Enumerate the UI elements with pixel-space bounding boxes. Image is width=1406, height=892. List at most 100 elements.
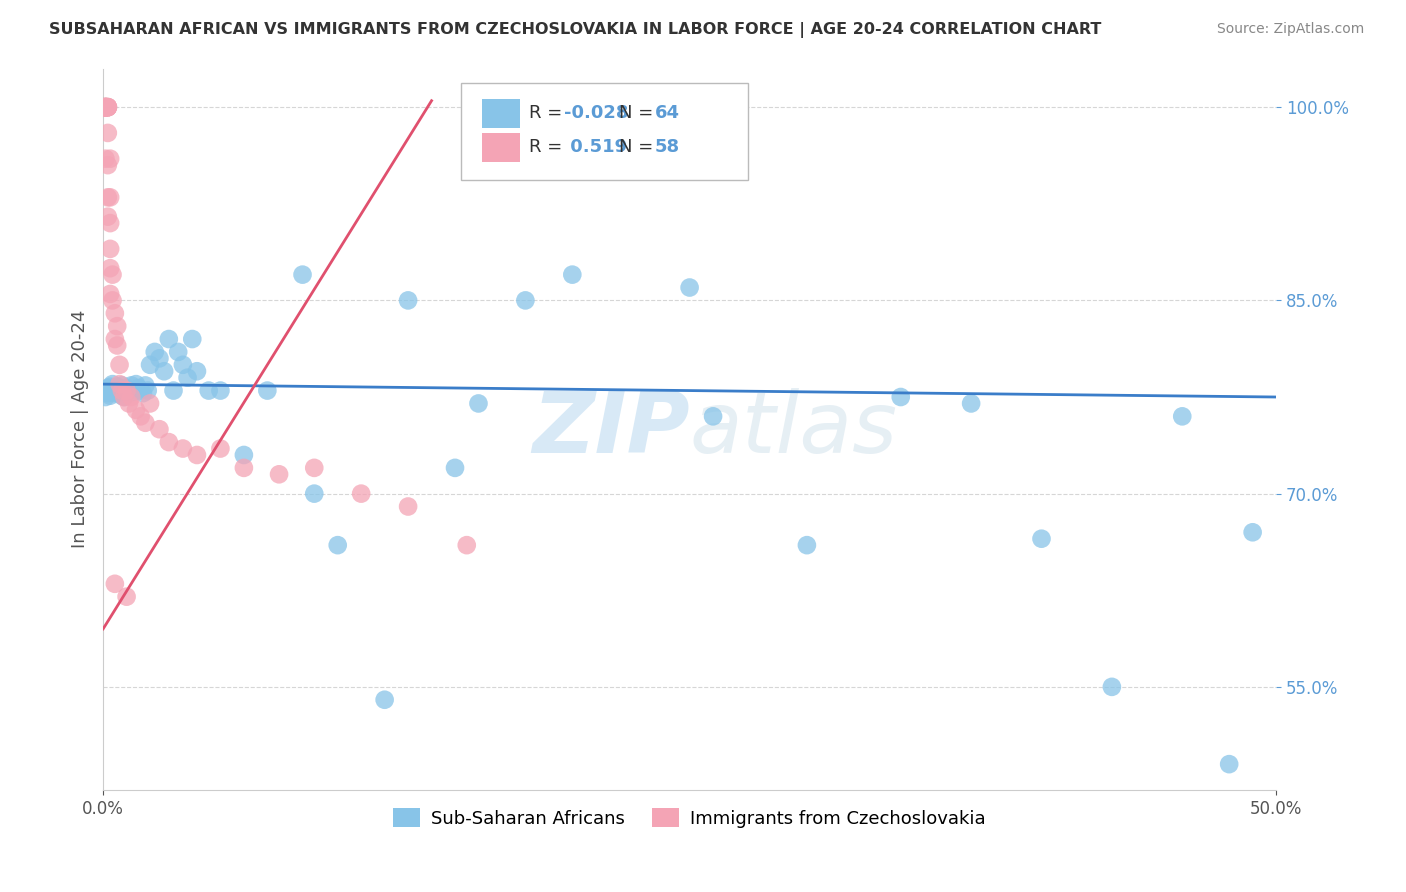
- Point: [162, 384, 184, 398]
- Point: [1241, 525, 1264, 540]
- Text: 58: 58: [654, 138, 679, 156]
- Point: [101, 377, 124, 392]
- Point: [350, 486, 373, 500]
- Point: [94, 390, 117, 404]
- Point: [456, 538, 478, 552]
- Point: [108, 358, 131, 372]
- Point: [112, 384, 135, 398]
- Point: [94, 100, 117, 114]
- Text: -0.028: -0.028: [564, 104, 628, 122]
- Point: [125, 377, 148, 392]
- Point: [94, 100, 117, 114]
- Point: [115, 381, 138, 395]
- Point: [136, 384, 159, 398]
- Text: R =: R =: [529, 138, 568, 156]
- Point: [120, 378, 142, 392]
- Point: [94, 100, 117, 114]
- Point: [148, 422, 170, 436]
- Point: [98, 216, 121, 230]
- Point: [115, 384, 138, 398]
- Point: [197, 384, 219, 398]
- Point: [890, 390, 912, 404]
- Point: [115, 590, 138, 604]
- Point: [112, 390, 135, 404]
- FancyBboxPatch shape: [482, 133, 520, 161]
- Text: 0.519: 0.519: [564, 138, 627, 156]
- Point: [209, 384, 232, 398]
- Point: [98, 152, 121, 166]
- Point: [1101, 680, 1123, 694]
- Point: [157, 435, 180, 450]
- Point: [94, 100, 117, 114]
- Point: [127, 381, 149, 395]
- Point: [94, 152, 117, 166]
- Point: [94, 100, 117, 114]
- Point: [186, 448, 208, 462]
- Text: Source: ZipAtlas.com: Source: ZipAtlas.com: [1216, 22, 1364, 37]
- Text: R =: R =: [529, 104, 568, 122]
- Point: [143, 345, 166, 359]
- Point: [304, 486, 326, 500]
- Text: N =: N =: [619, 138, 659, 156]
- Point: [304, 461, 326, 475]
- Point: [232, 461, 254, 475]
- Point: [157, 332, 180, 346]
- Point: [111, 384, 134, 398]
- Point: [186, 364, 208, 378]
- Point: [105, 384, 128, 399]
- Point: [94, 100, 117, 114]
- Point: [104, 382, 127, 396]
- Point: [111, 389, 134, 403]
- Point: [105, 319, 128, 334]
- Point: [139, 358, 162, 372]
- Text: 64: 64: [654, 104, 679, 122]
- Point: [515, 293, 537, 308]
- Point: [97, 100, 120, 114]
- Point: [104, 332, 127, 346]
- Text: atlas: atlas: [689, 388, 897, 471]
- Point: [97, 386, 120, 401]
- Point: [97, 190, 120, 204]
- Point: [120, 390, 142, 404]
- Point: [104, 386, 127, 401]
- Point: [104, 576, 127, 591]
- Point: [374, 692, 396, 706]
- Point: [960, 396, 983, 410]
- Point: [98, 242, 121, 256]
- Point: [105, 380, 128, 394]
- Point: [104, 306, 127, 320]
- Point: [98, 380, 121, 394]
- Point: [561, 268, 583, 282]
- Point: [132, 386, 155, 401]
- Point: [139, 396, 162, 410]
- Point: [94, 100, 117, 114]
- Point: [118, 384, 141, 398]
- Point: [97, 100, 120, 114]
- Point: [181, 332, 204, 346]
- Point: [101, 268, 124, 282]
- Point: [122, 384, 145, 399]
- Point: [326, 538, 349, 552]
- Point: [1218, 757, 1240, 772]
- Point: [94, 100, 117, 114]
- Point: [176, 370, 198, 384]
- Point: [97, 210, 120, 224]
- Point: [129, 384, 152, 398]
- Point: [98, 287, 121, 301]
- Point: [115, 384, 138, 399]
- FancyBboxPatch shape: [461, 83, 748, 180]
- Point: [97, 158, 120, 172]
- Text: N =: N =: [619, 104, 659, 122]
- Point: [97, 126, 120, 140]
- Point: [111, 378, 134, 392]
- Point: [97, 381, 120, 395]
- Legend: Sub-Saharan Africans, Immigrants from Czechoslovakia: Sub-Saharan Africans, Immigrants from Cz…: [387, 801, 993, 835]
- Point: [98, 389, 121, 403]
- Point: [172, 358, 194, 372]
- Point: [97, 100, 120, 114]
- Point: [101, 293, 124, 308]
- Point: [118, 396, 141, 410]
- Point: [702, 409, 724, 424]
- Point: [153, 364, 176, 378]
- Point: [607, 100, 630, 114]
